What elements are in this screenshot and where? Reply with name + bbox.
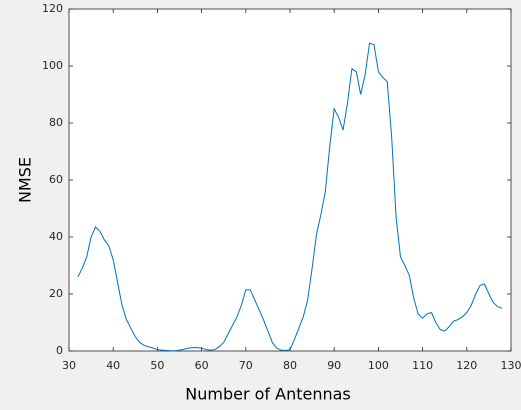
x-tick-label: 110: [412, 359, 433, 372]
x-tick-label: 80: [283, 359, 297, 372]
x-tick-label: 90: [327, 359, 341, 372]
x-tick-label: 30: [62, 359, 76, 372]
x-tick-label: 120: [456, 359, 477, 372]
x-tick-label: 40: [106, 359, 120, 372]
y-tick-label: 40: [49, 230, 63, 243]
y-axis-label: NMSE: [16, 157, 35, 203]
x-tick-label: 60: [195, 359, 209, 372]
x-tick-label: 70: [239, 359, 253, 372]
x-tick-label: 100: [368, 359, 389, 372]
x-tick-label: 50: [150, 359, 164, 372]
x-tick-label: 130: [501, 359, 521, 372]
data-line: [77, 42, 503, 352]
y-tick-label: 20: [49, 287, 63, 300]
x-axis-label: Number of Antennas: [185, 385, 351, 404]
y-tick-label: 0: [56, 344, 63, 357]
y-tick-label: 100: [42, 59, 63, 72]
plot-area: [68, 8, 512, 352]
y-tick-label: 60: [49, 173, 63, 186]
y-tick-label: 80: [49, 116, 63, 129]
y-tick-label: 120: [42, 2, 63, 15]
